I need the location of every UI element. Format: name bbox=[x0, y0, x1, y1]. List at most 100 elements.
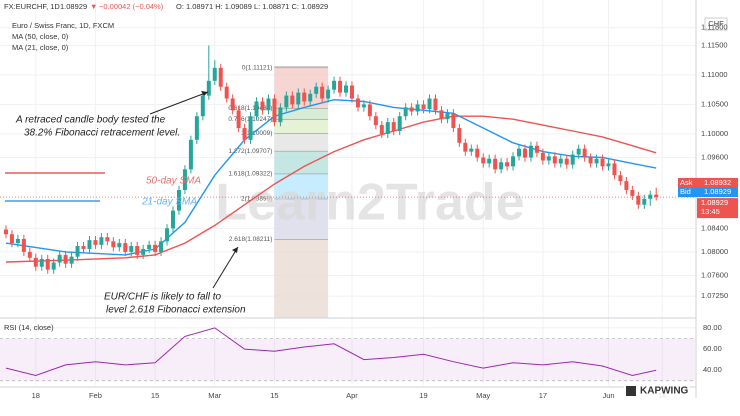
candle-body bbox=[272, 98, 277, 123]
y-tick-label: 1.10000 bbox=[701, 129, 728, 138]
candle-body bbox=[75, 246, 80, 257]
currency: CHF bbox=[708, 19, 724, 28]
header-change: −0.00042 (−0.04%) bbox=[99, 2, 164, 11]
candle-body bbox=[367, 104, 372, 117]
annotation: 50-day SMA bbox=[146, 176, 201, 187]
price-tag-label: Ask bbox=[680, 178, 693, 187]
x-tick-label: May bbox=[476, 391, 490, 400]
rsi-panel bbox=[0, 327, 695, 382]
candle-body bbox=[200, 95, 205, 117]
candle-body bbox=[284, 95, 289, 108]
header-symbol: FX:EURCHF, 1D bbox=[4, 2, 60, 11]
y-tick-label: 1.09600 bbox=[701, 153, 728, 162]
annotation: A retraced candle body tested the bbox=[15, 115, 166, 126]
candle-body bbox=[540, 152, 545, 161]
fib-band bbox=[274, 67, 329, 109]
last-price: 1.08929 bbox=[701, 198, 728, 207]
candle-body bbox=[564, 158, 569, 165]
candle-body bbox=[421, 104, 426, 110]
fib-band bbox=[274, 119, 329, 134]
candles bbox=[3, 45, 659, 274]
candle-body bbox=[87, 240, 92, 249]
price-tag bbox=[678, 177, 738, 188]
currency-box bbox=[704, 17, 728, 31]
candle-body bbox=[517, 148, 522, 157]
candle-body bbox=[320, 86, 325, 99]
candle-body bbox=[349, 85, 354, 99]
candle-body bbox=[344, 85, 349, 93]
x-tick-label: 19 bbox=[419, 391, 427, 400]
candle-body bbox=[123, 243, 128, 252]
arrowhead bbox=[232, 247, 238, 253]
price-tag-label: Bid bbox=[680, 187, 691, 196]
candle-body bbox=[338, 80, 343, 93]
brand-icon bbox=[626, 386, 636, 396]
candle-body bbox=[606, 163, 611, 167]
candle-body bbox=[57, 254, 62, 263]
rsi-band bbox=[0, 338, 695, 381]
header-last: 1.08929 bbox=[60, 2, 87, 11]
candle-body bbox=[69, 256, 74, 264]
candle-body bbox=[135, 246, 140, 255]
fib-band bbox=[274, 133, 329, 152]
candle-body bbox=[391, 122, 396, 131]
candle-body bbox=[439, 110, 444, 120]
candle-body bbox=[159, 241, 164, 252]
candle-body bbox=[654, 194, 659, 198]
candle-body bbox=[171, 210, 176, 229]
y-tick-label: 1.07250 bbox=[701, 291, 728, 300]
candle-body bbox=[21, 238, 26, 252]
candle-body bbox=[230, 98, 235, 111]
candle-body bbox=[636, 195, 641, 205]
candle-body bbox=[648, 194, 653, 199]
candle-body bbox=[182, 169, 187, 190]
fib-label: 1.618(1.09322) bbox=[228, 171, 272, 178]
candle-body bbox=[266, 98, 271, 111]
candle-body bbox=[218, 67, 223, 87]
candle-body bbox=[600, 158, 605, 167]
candle-body bbox=[302, 92, 307, 102]
fib-label: 2.618(1.08211) bbox=[229, 236, 273, 243]
fib-label: 1(1.10009) bbox=[241, 130, 272, 137]
candle-body bbox=[314, 86, 319, 94]
candle-body bbox=[361, 104, 366, 108]
candle-body bbox=[511, 156, 516, 167]
candle-body bbox=[141, 248, 146, 255]
price-tag-value: 1.08932 bbox=[704, 178, 731, 187]
candle-body bbox=[624, 181, 629, 190]
candle-body bbox=[111, 241, 116, 248]
candle-body bbox=[415, 104, 420, 112]
candle-body bbox=[355, 98, 360, 108]
candle-body bbox=[45, 259, 50, 270]
fib-label: 0(1.11121) bbox=[242, 65, 272, 72]
candle-body bbox=[594, 158, 599, 164]
fib-band bbox=[274, 198, 329, 240]
ma-line bbox=[5, 115, 657, 263]
arrow bbox=[149, 91, 209, 115]
candle-body bbox=[618, 175, 623, 182]
candle-body bbox=[588, 157, 593, 164]
candle-body bbox=[534, 145, 539, 153]
last-price-tag bbox=[697, 198, 738, 219]
candle-body bbox=[558, 158, 563, 164]
fibonacci: 0(1.11121)0.618(1.10434)0.786(1.10247)1(… bbox=[228, 65, 329, 318]
candle-body bbox=[51, 262, 56, 270]
watermark: Learn2Trade bbox=[215, 174, 524, 232]
candle-body bbox=[522, 148, 527, 158]
candle-body bbox=[642, 198, 647, 205]
candle-body bbox=[63, 254, 68, 264]
annotation: EUR/CHF is likely to fall to bbox=[104, 292, 222, 303]
fib-label: 2(1.08898) bbox=[241, 196, 272, 203]
x-tick-label: 17 bbox=[539, 391, 547, 400]
y-tick-label: 1.08000 bbox=[701, 247, 728, 256]
candle-body bbox=[290, 95, 295, 105]
brand: KAPWING bbox=[640, 386, 689, 397]
candle-body bbox=[481, 157, 486, 164]
candle-body bbox=[153, 244, 158, 252]
candle-body bbox=[165, 228, 170, 242]
x-tick-label: Mar bbox=[208, 391, 221, 400]
candle-body bbox=[27, 251, 32, 258]
x-tick-label: Apr bbox=[346, 391, 358, 400]
candle-body bbox=[308, 93, 313, 102]
